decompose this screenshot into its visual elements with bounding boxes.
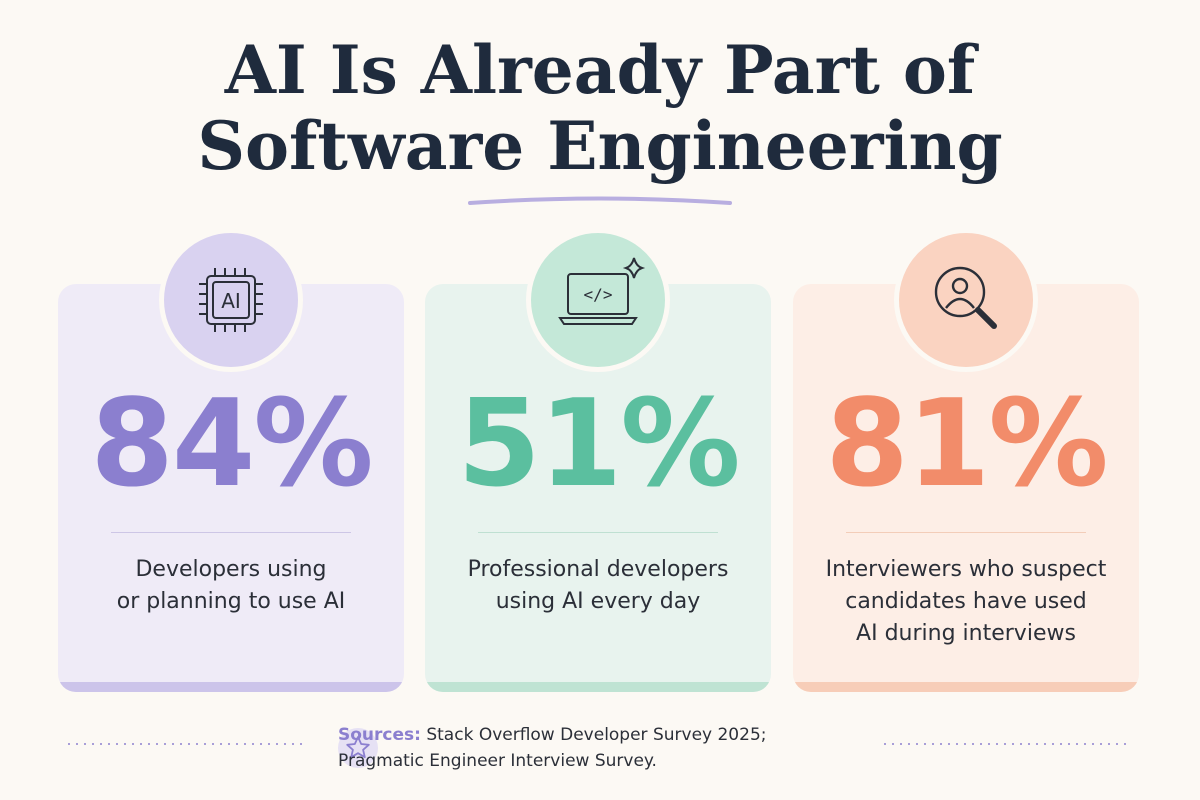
stat-description: Developers using or planning to use AI	[58, 554, 404, 618]
icon: </>	[558, 257, 646, 325]
icon-text: AI	[221, 289, 241, 313]
description-line: using AI every day	[495, 589, 701, 614]
card-divider	[111, 532, 351, 533]
icon	[934, 266, 997, 329]
description-line: Developers using	[135, 557, 327, 582]
stat-description: Professional developers using AI every da…	[425, 554, 771, 618]
icon-circle	[894, 228, 1038, 372]
sources-line: Stack Overflow Developer Survey 2025;	[426, 725, 767, 745]
description-line: or planning to use AI	[116, 589, 346, 614]
card-bar	[425, 682, 771, 692]
icon-text: </>	[584, 285, 613, 304]
stat-value: 81%	[825, 375, 1108, 514]
magnifier-handle	[975, 307, 997, 329]
chip-pin	[199, 268, 263, 332]
chip-pin	[199, 268, 263, 332]
magnifier-lens	[934, 266, 986, 318]
chip-outline	[206, 275, 256, 325]
sources: Sources: Stack Overflow Developer Survey…	[338, 722, 898, 774]
chip-inner	[212, 281, 250, 319]
icon-circle: AI	[159, 228, 303, 372]
title-underline	[468, 196, 732, 205]
chip-pin	[199, 268, 263, 332]
icon-circle: </>	[526, 228, 670, 372]
laptop-screen	[567, 273, 629, 315]
card-bar	[793, 682, 1139, 692]
description-line: candidates have used	[845, 589, 1087, 614]
person-body	[945, 297, 975, 309]
sources-label: Sources:	[338, 725, 421, 745]
person-head	[951, 277, 969, 295]
stat-value: 51%	[457, 375, 740, 514]
description-line: AI during interviews	[856, 621, 1076, 646]
stat-value: 84%	[90, 375, 373, 514]
card-divider	[846, 532, 1086, 533]
laptop-base	[558, 317, 638, 325]
description-line: Interviewers who suspect	[825, 557, 1107, 582]
sparkle	[622, 257, 646, 279]
sources-line: Pragmatic Engineer Interview Survey.	[338, 751, 657, 771]
card-divider	[478, 532, 718, 533]
stat-description: Interviewers who suspect candidates have …	[793, 554, 1139, 650]
icon: AI	[199, 268, 263, 332]
card-bar	[58, 682, 404, 692]
title: AI Is Already Part of Software Engineeri…	[197, 31, 1003, 185]
chip-pin	[199, 268, 263, 332]
description-line: Professional developers	[467, 557, 729, 582]
